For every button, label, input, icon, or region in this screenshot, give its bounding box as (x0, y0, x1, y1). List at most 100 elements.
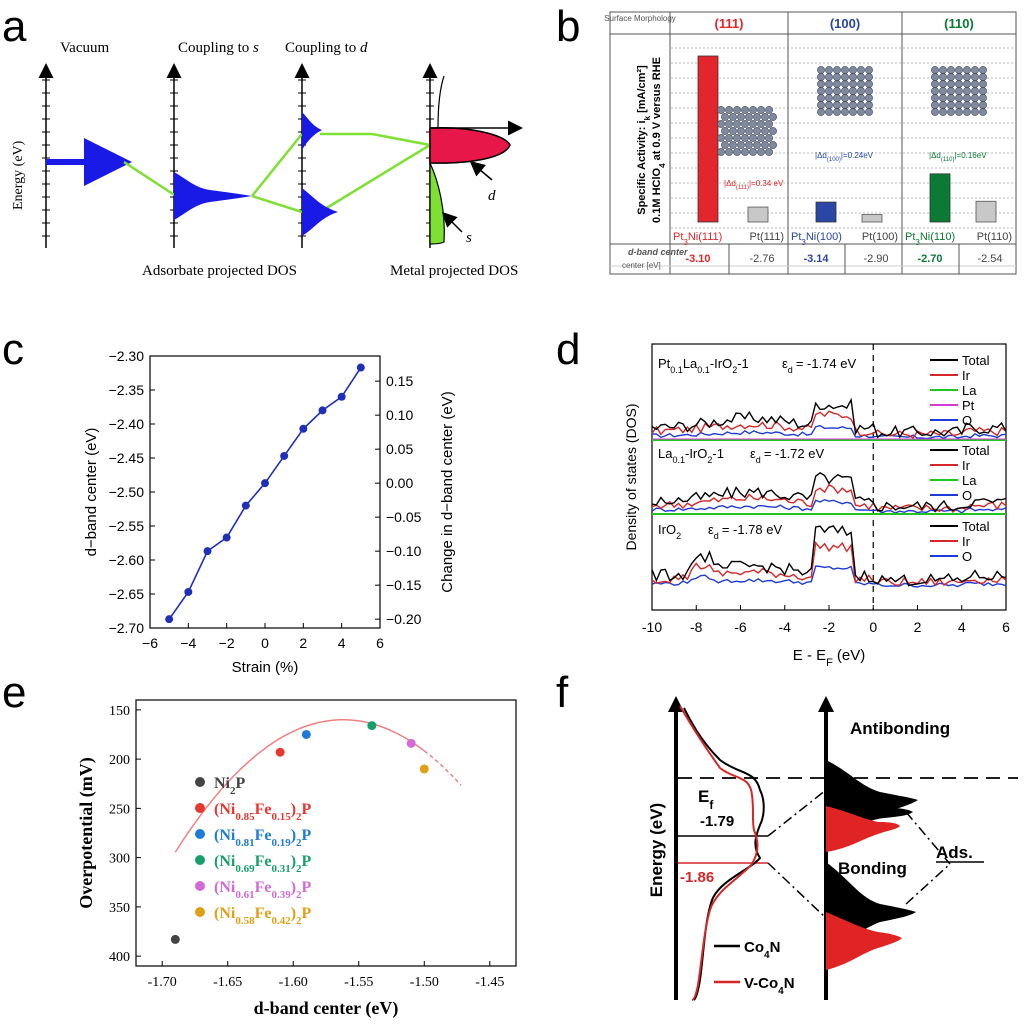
e-data-point (170, 934, 180, 944)
b-dband-pure: -2.90 (863, 253, 888, 265)
b-atom (971, 87, 979, 95)
b-atom (939, 108, 947, 116)
d-legend-label: La (962, 383, 977, 398)
b-dband-unit: center [eV] (622, 261, 661, 270)
b-atom (841, 66, 849, 74)
b-atom (931, 80, 939, 88)
b-ylabel-1: Specific Activity: ik [mA/cm²] (636, 65, 652, 215)
c-data-point (280, 451, 289, 460)
b-dband-shift: |Δd(111)|=0.34 eV (724, 179, 784, 191)
b-atom (963, 66, 971, 74)
b-atom (939, 94, 947, 102)
e-xtick-label: -1.45 (475, 975, 504, 990)
b-atom (979, 108, 987, 116)
b-dband-pure: -2.76 (749, 253, 774, 265)
d-legend-label: Ir (962, 458, 971, 473)
panel-c: −6 −4 −2 0 2 4 6 −2.70 −2.65 −2.60 −2.55 −2.50 −2.45… (83, 348, 456, 676)
c-xtick-label: −2 (219, 635, 235, 651)
c-y2tick-label: 0.15 (386, 373, 413, 389)
b-atom (857, 66, 865, 74)
b-atom (955, 73, 963, 81)
e-data-point (419, 764, 429, 774)
d-xtick-label: -2 (823, 619, 836, 635)
b-atom (955, 101, 963, 109)
d-curve-total (651, 471, 1007, 513)
b-label-alloy: Pt3Ni(100) (791, 231, 842, 247)
c-data-point (203, 547, 212, 556)
d-xtick-label: -6 (734, 619, 747, 635)
d-curve-ir (651, 483, 1007, 513)
b-atom (857, 108, 865, 116)
c-xtick-label: 2 (299, 635, 307, 651)
panel-f: Energy (eV) Ef -1.79 -1.86 Antibonding B… (647, 696, 1018, 1001)
b-atom (849, 80, 857, 88)
e-ytick-label: 250 (109, 802, 130, 817)
a-adsorbate-label: Adsorbate projected DOS (142, 263, 297, 279)
b-atom (733, 134, 741, 142)
b-atom (833, 94, 841, 102)
b-atom (849, 66, 857, 74)
b-atom (833, 80, 841, 88)
e-ytick-label: 400 (109, 950, 130, 965)
b-atom (753, 141, 761, 149)
d-legend-label: Ir (962, 534, 971, 549)
c-data-point (222, 533, 231, 542)
f-legend-vco4n: V-Co4N (744, 975, 795, 997)
b-atom (865, 80, 873, 88)
d-subpanel-title: Pt0.1La0.1-IrO2-1 (658, 356, 749, 375)
b-atom (749, 148, 757, 156)
c-ytick-label: −2.45 (109, 450, 145, 466)
f-dashdot-lines (767, 789, 951, 919)
d-legend-label: Total (962, 443, 990, 458)
f-value-2: -1.86 (680, 869, 714, 886)
d-legend-label: La (962, 473, 977, 488)
b-atom (947, 66, 955, 74)
e-xtick-label: -1.60 (279, 975, 308, 990)
panel-b: Surface Morphology d-band center center … (604, 11, 1017, 275)
d-legend-label: O (962, 413, 972, 428)
c-y2tick-label: −0.15 (386, 577, 422, 593)
b-atom (721, 127, 729, 135)
b-atom (979, 80, 987, 88)
f-ads-arrowhead (818, 696, 834, 712)
f-legend-co4n: Co4N (744, 939, 780, 961)
c-ytick-label: −2.50 (109, 484, 145, 500)
e-ytick-label: 150 (109, 704, 130, 719)
b-atom (733, 148, 741, 156)
c-xtick-label: −6 (142, 635, 158, 651)
f-antibonding-label: Antibonding (850, 719, 950, 738)
b-atom (721, 141, 729, 149)
e-plot-frame (135, 699, 517, 967)
b-dband-alloy: -2.70 (917, 253, 942, 265)
d-curve-o (651, 498, 1007, 514)
b-atom (971, 101, 979, 109)
b-atom (729, 127, 737, 135)
b-atom (745, 127, 753, 135)
e-fit-extrapolation (423, 750, 462, 786)
b-atom (841, 73, 849, 81)
c-xtick-label: 4 (338, 635, 346, 651)
b-atom (963, 87, 971, 95)
c-ytick-label: −2.35 (109, 382, 145, 398)
b-atom (745, 141, 753, 149)
b-atom (979, 94, 987, 102)
b-bar-alloy (697, 55, 719, 223)
e-legend-marker (195, 829, 205, 839)
d-curve-total (651, 524, 1007, 587)
b-atom (947, 94, 955, 102)
f-dos-co4n (683, 707, 765, 1001)
b-label-pure: Pt(111) (750, 231, 784, 243)
b-atom (833, 73, 841, 81)
b-atom (737, 141, 745, 149)
d-plot-frame (651, 343, 1007, 611)
b-atom (947, 73, 955, 81)
a-metal-s-band (429, 162, 445, 245)
c-ytick-label: −2.40 (109, 416, 145, 432)
d-subpanel-title: IrO2 (658, 522, 681, 541)
d-xtick-label: -8 (690, 619, 703, 635)
b-atom (979, 87, 987, 95)
d-subpanel: Pt0.1La0.1-IrO2-1 εd = -1.74 eV TotalIrLaPt… (651, 353, 1007, 441)
f-value-1: -1.79 (700, 813, 734, 830)
b-atom (761, 113, 769, 121)
c-ytick-label: −2.30 (109, 348, 145, 364)
